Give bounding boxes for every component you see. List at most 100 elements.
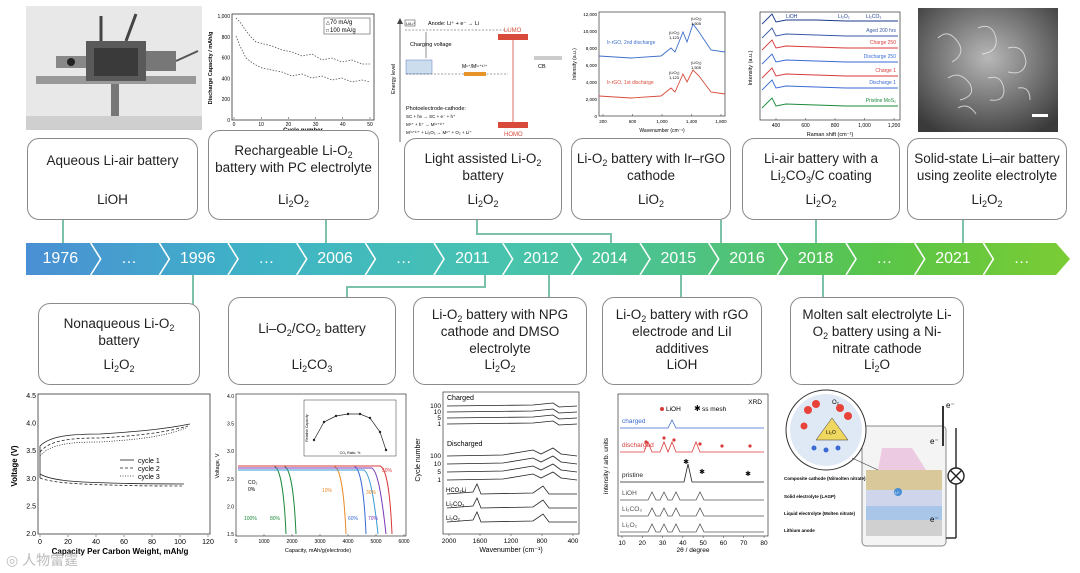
dc-yticks-3: 400: [222, 76, 231, 82]
cb-label: CB: [538, 64, 546, 70]
co-xticks-6: 6000: [398, 539, 409, 545]
energy-level-diagram: Energy level Li/Li⁺ Anode: Li⁺ + e⁻ → Li…: [388, 14, 566, 150]
ir-spectra-chart: Charged Discharged 100 10 5 1 100 10 5 1 HCO₂Li…: [413, 388, 583, 556]
cell-li-ion: Li⁺: [895, 491, 900, 495]
svg-text:✱: ✱: [694, 404, 701, 413]
card-2015-rgo: Li-O2 battery with rGO electrode and LiI…: [602, 297, 762, 385]
voltage-capacity-chart: 4.5 4.0 3.5 3.0 2.5 2.0 0 20 40 60 80 100 120 cycle…: [10, 388, 214, 558]
rr-yticks-1: 10,000: [583, 29, 597, 34]
card-2014-title: Light assisted Li-O2 battery: [424, 151, 542, 183]
rr-xticks-0: 200: [599, 119, 607, 124]
timeline-chevron-6: [433, 243, 445, 275]
watermark: ◎ 人物雷霆: [6, 550, 78, 570]
ir-charged-trace-3: [446, 420, 578, 426]
mr-top-label-0: LiOH: [786, 14, 798, 20]
connector-2014-h: [476, 233, 611, 235]
card-2018-title: Li-air battery with a Li2CO3/C coating: [763, 151, 879, 185]
card-2018b-title: Molten salt electrolyte Li-O2 battery us…: [802, 307, 952, 356]
rr-peak-t2: (LiO₂): [691, 16, 702, 21]
co-xticks-2: 2000: [286, 539, 297, 545]
cell-layer-cathode: Composite cathode (Ni/molten nitrate): [784, 476, 866, 481]
mr-trace-7: [761, 79, 898, 91]
vc-yticks-1: 4.0: [26, 421, 36, 428]
rr-xticks-1: 600: [629, 119, 637, 124]
timeline-year-11: 2018: [797, 250, 834, 267]
card-1996-nonaqueous: Nonaqueous Li-O2 battery Li2O2: [38, 303, 200, 385]
ir-xlabel: Wavenumber (cm⁻¹): [479, 547, 542, 554]
rr-xticks-3: 1,400: [686, 119, 698, 124]
timeline-chevron-7: [501, 243, 514, 275]
rr-yticks-0: 12,000: [583, 12, 597, 17]
photo-li-air-cell: [26, 6, 202, 130]
timeline-chevron-12: [845, 243, 857, 275]
mr-trace-8: [761, 97, 898, 109]
co-inset-ylabel: Relative Capacity: [305, 414, 309, 441]
ir-ref-trace-1: [446, 497, 577, 509]
rr-peak-t3: 1,505: [691, 21, 702, 26]
rr-bottom-label: Ir-rGO, 1st discharge: [607, 80, 654, 86]
cell-layer-anode: Lithium anode: [784, 528, 815, 533]
ir-discharged-trace-3: [446, 471, 578, 481]
timeline-chevron-9: [639, 243, 651, 275]
vc-xticks-1: 20: [64, 539, 72, 546]
card-2012-npg: Li-O2 battery with NPG cathode and DMSO …: [413, 297, 587, 385]
xrd-legend-ss: ss mesh: [702, 406, 727, 413]
mr-top-label-1: Li₂O₂: [838, 14, 850, 20]
mr-label-3: Aged 200 hrs: [866, 28, 896, 34]
ir-discharged-label: Discharged: [447, 441, 483, 448]
dc-legend-70: 70 mA/g: [330, 20, 352, 26]
xrd-xticks-1: 20: [639, 540, 647, 547]
co-yticks-5: 1.5: [227, 532, 234, 538]
rr-yticks-2: 8,000: [586, 46, 598, 51]
co-co2-label: CO₂: [248, 480, 258, 486]
vc-yticks-0: 4.5: [26, 393, 36, 400]
lumo-label: LUMO: [504, 28, 522, 34]
dc-xticks-1: 10: [258, 122, 264, 128]
card-1976-title: Aqueous Li-air battery: [46, 153, 179, 168]
xrd-xticks-3: 40: [679, 540, 687, 547]
mr-trace-4: [761, 39, 898, 51]
xrd-xticks-2: 30: [659, 540, 667, 547]
timeline-year-9: 2015: [660, 250, 697, 267]
timeline-chevron-3: [227, 243, 239, 275]
connector-2014-v1: [476, 220, 478, 234]
card-2014-light: Light assisted Li-O2 battery Li2O2: [404, 138, 562, 220]
cell-layer-solid: Solid electrolyte (LAGP): [784, 494, 836, 499]
ir-ref-label-0: HCO₂Li: [446, 488, 466, 494]
xrd-trace-3: [620, 491, 764, 501]
rr-yticks-5: 2,000: [586, 97, 598, 102]
ir-discharged-trace-1: [446, 455, 578, 465]
molten-salt-cell-diagram: Li⁺ O₂ Li₂O e⁻ e⁻ e⁻ Composite cathode (…: [782, 388, 972, 556]
xrd-trace-label-4: Li₂CO₃: [622, 506, 642, 513]
xrd-lioh-marker-0: [644, 440, 648, 444]
dc-yticks-1: 800: [222, 35, 231, 41]
charging-voltage-label: Charging voltage: [410, 42, 452, 48]
cell-electron-bot: e⁻: [930, 515, 939, 524]
card-2016-product: LiO2: [637, 192, 665, 209]
vc-ylabel: Voltage (V): [10, 445, 19, 487]
connector-1976: [62, 220, 64, 246]
vc-xticks-6: 120: [202, 539, 214, 546]
vc-xticks-0: 0: [38, 539, 42, 546]
card-1996-product: Li2O2: [103, 357, 135, 374]
connector-2015: [680, 275, 682, 305]
co-ylabel: Voltage, V: [215, 453, 221, 478]
connector-2011-h: [346, 286, 486, 288]
card-2006-product: Li2O2: [277, 192, 310, 209]
xrd-trace-label-5: Li₂O₂: [622, 522, 638, 529]
ir-ref-trace-2: [446, 511, 577, 523]
mos2-raman-chart: Aged 200 hrs Charge 250 Discharge 250 Charg…: [746, 8, 904, 138]
ir-xticks-2: 1200: [504, 538, 519, 545]
xrd-trace-label-3: LiOH: [622, 490, 637, 497]
ir-charged-trace-0: [446, 402, 578, 408]
xrd-trace-1: [620, 440, 764, 454]
rr-xticks-2: 1,000: [656, 119, 668, 124]
rr-peak-b2: (LiO₂): [691, 60, 702, 65]
timeline-chevron-13: [913, 243, 926, 275]
card-2021-product: Li2O2: [971, 192, 1003, 209]
vc-legend-2: cycle 2: [138, 466, 160, 473]
ir-xticks-0: 2000: [442, 538, 457, 545]
card-2016-ir-rgo: Li-O2 battery with Ir–rGO cathode LiO2: [571, 138, 731, 220]
mr-trace-6: [761, 67, 898, 79]
card-2012-product: Li2O2: [484, 357, 516, 374]
